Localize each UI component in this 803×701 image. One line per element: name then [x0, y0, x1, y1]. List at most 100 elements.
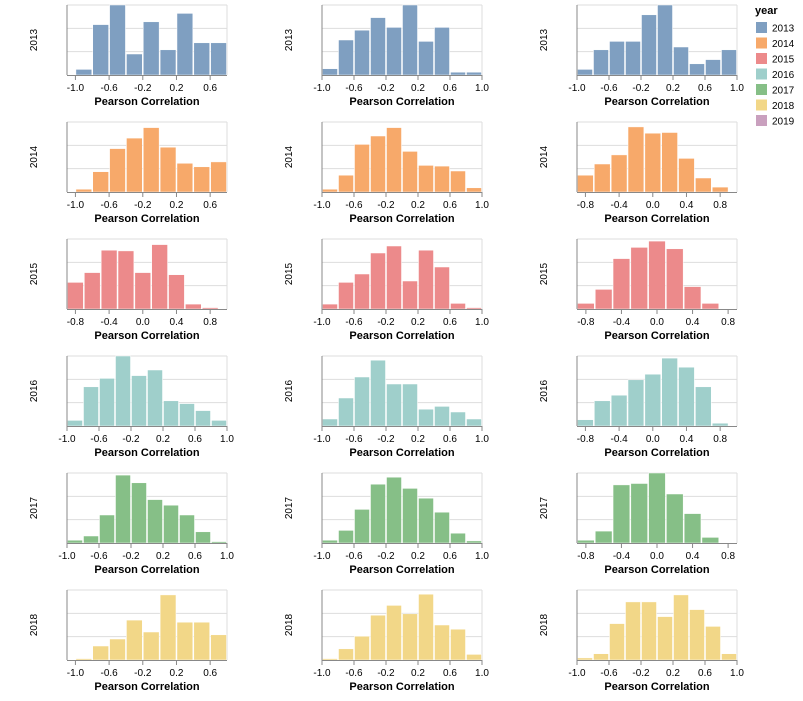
row-label-year: 2014 — [284, 145, 295, 168]
histogram-bar — [418, 165, 434, 193]
histogram-bar — [211, 541, 227, 544]
histogram-bar — [322, 68, 338, 76]
histogram-bar — [648, 240, 666, 310]
histogram-panel: -1.0 -0.6 -0.2 0.2 0.6 1.0 Pearson Correlation… — [284, 472, 489, 576]
x-tick-label: 0.8 — [713, 434, 727, 445]
histogram-bar — [630, 483, 648, 544]
histogram-bar — [147, 499, 163, 544]
histogram-bar — [176, 621, 194, 661]
histogram-bar — [577, 69, 593, 76]
histogram-bar — [92, 24, 109, 76]
x-tick-label: -0.8 — [577, 200, 595, 211]
histogram-bar — [721, 49, 737, 76]
histogram-bar — [450, 170, 466, 193]
histogram-bar — [195, 410, 211, 427]
x-tick-label: 0.2 — [411, 317, 425, 328]
histogram-bar — [83, 386, 99, 427]
x-tick-label: -1.0 — [568, 668, 586, 679]
row-label-year: 2015 — [29, 262, 40, 285]
row-label-year: 2014 — [29, 145, 40, 168]
histogram-bar — [610, 394, 628, 427]
x-tick-label: -0.2 — [377, 668, 395, 679]
histogram-bar — [354, 144, 370, 193]
x-axis-title: Pearson Correlation — [349, 213, 454, 225]
x-tick-label: 1.0 — [730, 83, 744, 94]
histogram-bar — [705, 626, 721, 661]
histogram-panel: -1.0 -0.6 -0.2 0.2 0.6 1.0 Pearson Correlation… — [539, 589, 744, 693]
histogram-panel: -1.0 -0.6 -0.2 0.2 0.6 Pearson Correlation 201… — [29, 121, 228, 225]
x-tick-label: 0.8 — [203, 317, 217, 328]
legend-label: 2017 — [772, 86, 795, 97]
histogram-bar — [151, 244, 168, 310]
histogram-bar — [193, 166, 210, 193]
histogram-bar — [689, 609, 705, 661]
histogram-bar — [678, 158, 695, 193]
histogram-bar — [402, 280, 418, 310]
histogram-bar — [641, 14, 657, 76]
x-tick-label: -0.6 — [345, 668, 363, 679]
histogram-bar — [705, 59, 721, 76]
x-tick-label: 0.8 — [721, 317, 735, 328]
histogram-bar — [657, 4, 673, 76]
histogram-bar — [627, 379, 645, 427]
histogram-bar — [721, 653, 737, 661]
histogram-bar — [418, 593, 434, 661]
histogram-bar — [354, 635, 370, 661]
legend-label: 2016 — [772, 70, 795, 81]
histogram-bar — [338, 648, 354, 661]
histogram-bar — [466, 307, 482, 310]
histogram-bar — [210, 42, 227, 76]
x-tick-label: 0.6 — [443, 551, 457, 562]
histogram-bar — [594, 400, 611, 427]
x-tick-label: 0.2 — [666, 668, 680, 679]
histogram-bar — [75, 69, 93, 76]
histogram-bar — [434, 266, 450, 310]
histogram-bar — [648, 472, 666, 544]
histogram-bar — [134, 272, 151, 310]
x-axis-title: Pearson Correlation — [94, 564, 199, 576]
x-tick-label: -0.4 — [100, 317, 118, 328]
histogram-bar — [338, 530, 354, 544]
x-tick-label: 0.6 — [443, 200, 457, 211]
histogram-bar — [117, 250, 135, 310]
legend-label: 2014 — [772, 39, 795, 50]
histogram-bar — [322, 188, 338, 193]
histogram-bar — [126, 619, 143, 661]
legend-item: 2015 — [756, 53, 795, 66]
histogram-bar — [159, 146, 177, 193]
histogram-bar — [630, 247, 648, 310]
histogram-bar — [386, 605, 402, 661]
histogram-bar — [126, 137, 143, 193]
row-label-year: 2017 — [539, 496, 550, 519]
x-tick-label: -0.2 — [377, 551, 395, 562]
x-tick-label: 1.0 — [730, 668, 744, 679]
x-tick-label: 0.6 — [188, 551, 202, 562]
x-tick-label: -0.2 — [377, 317, 395, 328]
histogram-bar — [593, 653, 609, 661]
row-label-year: 2017 — [29, 496, 40, 519]
histogram-bar — [210, 634, 227, 661]
legend-swatch — [756, 115, 767, 126]
histogram-bar — [147, 369, 163, 427]
x-tick-label: 0.8 — [713, 200, 727, 211]
x-tick-label: 0.6 — [443, 317, 457, 328]
histogram-panel: -1.0 -0.6 -0.2 0.2 0.6 1.0 Pearson Correlation… — [29, 472, 234, 576]
histogram-bar — [109, 4, 126, 76]
histogram-bar — [450, 532, 466, 544]
histogram-bar — [595, 289, 613, 310]
x-tick-label: -0.4 — [610, 434, 628, 445]
x-tick-label: -1.0 — [568, 83, 586, 94]
histogram-bar — [450, 411, 466, 427]
histogram-bar — [609, 41, 625, 76]
x-tick-label: -0.2 — [377, 434, 395, 445]
x-tick-label: 0.0 — [136, 317, 150, 328]
histogram-bar — [92, 645, 109, 661]
histogram-bar — [370, 135, 386, 193]
histogram-bar — [434, 406, 450, 427]
histogram-bar — [159, 594, 177, 661]
histogram-bar — [386, 127, 402, 193]
histogram-bar — [185, 303, 202, 310]
row-label-year: 2017 — [284, 496, 295, 519]
histogram-bar — [627, 126, 645, 193]
